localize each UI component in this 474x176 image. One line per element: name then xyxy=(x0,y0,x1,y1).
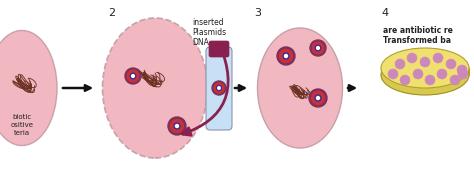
Circle shape xyxy=(317,47,319,49)
Circle shape xyxy=(212,81,226,95)
Circle shape xyxy=(217,86,221,90)
Ellipse shape xyxy=(381,48,469,88)
FancyBboxPatch shape xyxy=(206,47,232,130)
Circle shape xyxy=(311,92,325,105)
Circle shape xyxy=(171,120,183,133)
Circle shape xyxy=(437,69,447,79)
Text: biotic: biotic xyxy=(12,114,32,120)
Circle shape xyxy=(125,68,141,84)
Circle shape xyxy=(218,87,220,89)
Circle shape xyxy=(315,45,321,51)
Circle shape xyxy=(310,40,326,56)
Ellipse shape xyxy=(210,45,228,57)
Text: ositive: ositive xyxy=(10,122,34,128)
Circle shape xyxy=(420,57,430,67)
Text: 4: 4 xyxy=(382,8,389,18)
Circle shape xyxy=(400,75,410,85)
Circle shape xyxy=(450,75,460,85)
Circle shape xyxy=(132,75,135,77)
Circle shape xyxy=(388,69,398,79)
Ellipse shape xyxy=(102,18,208,158)
Circle shape xyxy=(457,65,467,75)
Text: Transformed ba: Transformed ba xyxy=(383,36,451,45)
Circle shape xyxy=(395,59,405,69)
Ellipse shape xyxy=(257,28,343,148)
Circle shape xyxy=(407,53,417,63)
Circle shape xyxy=(175,124,179,127)
Circle shape xyxy=(127,70,139,82)
Text: teria: teria xyxy=(14,130,30,136)
FancyBboxPatch shape xyxy=(209,41,229,57)
Circle shape xyxy=(284,55,288,58)
Circle shape xyxy=(413,69,423,79)
Text: Plasmids: Plasmids xyxy=(192,28,226,37)
Text: inserted: inserted xyxy=(192,18,224,27)
Circle shape xyxy=(317,96,319,99)
Circle shape xyxy=(283,53,289,59)
Text: DNA: DNA xyxy=(192,38,209,47)
Circle shape xyxy=(315,95,321,101)
Circle shape xyxy=(309,89,327,107)
Circle shape xyxy=(312,42,324,54)
Circle shape xyxy=(458,69,468,79)
Ellipse shape xyxy=(381,55,469,95)
Circle shape xyxy=(130,73,136,79)
Text: 2: 2 xyxy=(109,8,116,18)
Circle shape xyxy=(214,83,224,93)
Circle shape xyxy=(446,59,456,69)
Circle shape xyxy=(168,117,186,135)
Text: 3: 3 xyxy=(255,8,262,18)
Circle shape xyxy=(433,53,443,63)
Circle shape xyxy=(425,75,435,85)
Text: are antibiotic re: are antibiotic re xyxy=(383,26,453,35)
Circle shape xyxy=(277,47,295,65)
Circle shape xyxy=(174,123,180,129)
Circle shape xyxy=(280,49,292,62)
Ellipse shape xyxy=(0,30,57,146)
